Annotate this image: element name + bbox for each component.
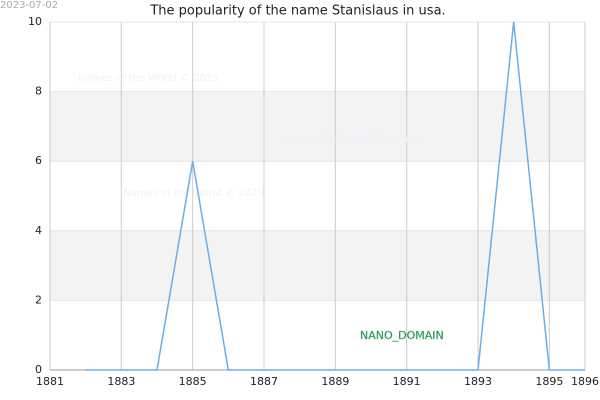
chart-title: The popularity of the name Stanislaus in… — [149, 4, 445, 19]
x-tick-label: 1895 — [535, 375, 563, 388]
grid-band — [50, 91, 585, 162]
y-tick-label: 0 — [35, 363, 42, 376]
annotation: NANO_DOMAIN — [360, 329, 444, 342]
y-tick-label: 6 — [35, 154, 42, 167]
x-tick-label: 1893 — [464, 375, 492, 388]
y-tick-label: 4 — [35, 224, 42, 237]
line — [85, 21, 585, 371]
y-tick-label: 10 — [28, 15, 42, 28]
x-tick-label: 1883 — [107, 375, 135, 388]
y-tick-label: 8 — [35, 85, 42, 98]
x-tick-label: 1896 — [571, 375, 599, 388]
x-tick-label: 1887 — [250, 375, 278, 388]
x-tick-label: 1891 — [393, 375, 421, 388]
watermark: Names of the World © 2023 — [280, 135, 421, 146]
y-tick-label: 2 — [35, 293, 42, 306]
x-tick-label: 1885 — [179, 375, 207, 388]
date: 2023-07-02 — [0, 0, 58, 11]
grid-band — [50, 230, 585, 301]
watermark: Names of the World © 2023 — [123, 188, 264, 199]
watermark: Names of the World © 2023 — [78, 73, 219, 84]
x-tick-label: 1881 — [36, 375, 64, 388]
x-tick-label: 1889 — [321, 375, 349, 388]
